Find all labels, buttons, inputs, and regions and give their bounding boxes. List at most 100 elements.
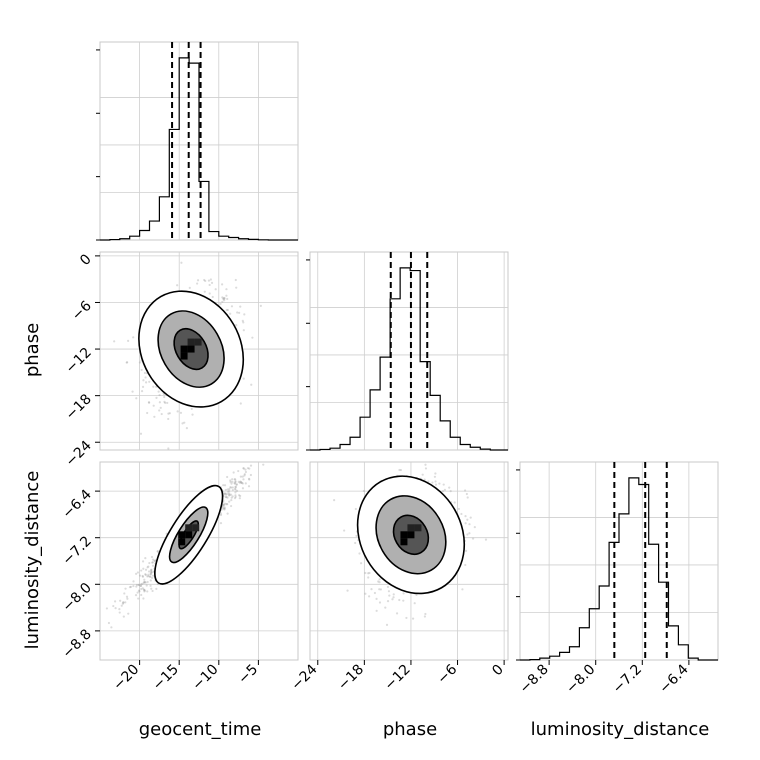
- scatter-point: [136, 591, 139, 594]
- scatter-point: [191, 413, 194, 416]
- scatter-point: [225, 503, 228, 506]
- hist-bar: [169, 129, 179, 240]
- scatter-point: [132, 584, 135, 588]
- scatter-point: [368, 571, 371, 575]
- panel-phase-vs-luminosity-distance-plot-area: [333, 463, 488, 626]
- hist-bar: [669, 626, 679, 660]
- scatter-point: [234, 491, 237, 494]
- scatter-point: [249, 473, 252, 477]
- scatter-point: [234, 485, 237, 488]
- scatter-point: [142, 597, 145, 600]
- scatter-point: [126, 597, 129, 600]
- scatter-point: [238, 481, 242, 484]
- density-core-cell: [178, 531, 186, 539]
- scatter-point: [261, 453, 263, 455]
- scatter-point: [469, 516, 472, 519]
- scatter-point: [93, 623, 95, 625]
- scatter-point: [415, 593, 418, 597]
- scatter-point: [223, 508, 226, 511]
- scatter-point: [148, 575, 151, 578]
- scatter-point: [229, 480, 232, 483]
- scatter-point: [243, 473, 246, 476]
- scatter-point: [234, 480, 237, 483]
- scatter-point: [141, 574, 144, 578]
- scatter-point: [387, 590, 391, 593]
- scatter-point: [148, 561, 151, 565]
- scatter-point: [222, 297, 225, 300]
- scatter-point: [367, 572, 370, 575]
- scatter-point: [466, 496, 469, 499]
- contour-level: [157, 310, 225, 388]
- scatter-point: [153, 559, 157, 563]
- scatter-point: [144, 376, 147, 379]
- scatter-point: [225, 496, 228, 499]
- ytick-label: −6.4: [59, 487, 94, 522]
- scatter-point: [138, 583, 141, 586]
- scatter-point: [465, 492, 468, 496]
- hist-bar: [140, 231, 150, 240]
- scatter-point: [242, 467, 245, 470]
- scatter-point: [355, 534, 358, 538]
- scatter-point: [346, 589, 349, 592]
- scatter-point: [152, 404, 155, 407]
- scatter-point: [142, 588, 146, 591]
- scatter-point: [222, 507, 225, 510]
- density-core-cell: [407, 531, 415, 539]
- scatter-point: [386, 585, 390, 589]
- scatter-point: [402, 592, 405, 595]
- scatter-point: [411, 617, 415, 620]
- scatter-point: [224, 495, 227, 499]
- hist-bar: [400, 268, 410, 450]
- scatter-point: [238, 311, 241, 314]
- scatter-point: [262, 463, 265, 466]
- ytick-label: −24: [63, 438, 95, 470]
- scatter-point: [155, 587, 158, 590]
- scatter-point: [241, 475, 244, 478]
- scatter-point: [421, 473, 424, 476]
- scatter-point: [231, 488, 234, 492]
- scatter-point: [248, 478, 251, 481]
- scatter-point: [151, 574, 155, 577]
- hist-frame: [519, 461, 719, 661]
- scatter-point: [239, 480, 242, 483]
- scatter-point: [150, 568, 153, 571]
- hist-bar: [380, 357, 390, 450]
- scatter-point: [229, 312, 232, 315]
- scatter-point: [248, 467, 251, 470]
- scatter-point: [464, 514, 467, 518]
- density-core-cell: [185, 524, 193, 532]
- xlabel-phase: phase: [383, 719, 437, 740]
- scatter-point: [471, 537, 475, 540]
- scatter-point: [227, 490, 230, 493]
- scatter-point: [223, 299, 226, 302]
- scatter-point: [222, 484, 225, 487]
- scatter-point: [231, 478, 234, 481]
- scatter-point: [129, 585, 133, 588]
- ytick-label: −7.2: [59, 533, 94, 568]
- scatter-point: [144, 581, 147, 584]
- scatter-point: [234, 495, 237, 498]
- scatter-point: [142, 567, 145, 570]
- scatter-point: [223, 296, 226, 300]
- scatter-point: [147, 565, 150, 568]
- scatter-point: [223, 484, 227, 487]
- scatter-point: [464, 522, 467, 525]
- scatter-point: [223, 502, 227, 505]
- hist-bar: [440, 421, 450, 450]
- scatter-point: [238, 497, 241, 500]
- scatter-point: [149, 573, 152, 576]
- scatter-point: [354, 507, 357, 511]
- scatter-point: [230, 305, 234, 308]
- ylabel-luminosity-distance: luminosity_distance: [22, 471, 43, 650]
- scatter-point: [219, 513, 223, 517]
- scatter-point: [107, 621, 111, 625]
- scatter-point: [143, 590, 146, 593]
- scatter-point: [185, 427, 188, 430]
- scatter-point: [208, 283, 211, 287]
- scatter-point: [239, 480, 243, 484]
- scatter-point: [123, 592, 126, 595]
- ylabel-phase: phase: [22, 323, 43, 377]
- scatter-point: [168, 412, 171, 415]
- hist-bar: [460, 445, 470, 450]
